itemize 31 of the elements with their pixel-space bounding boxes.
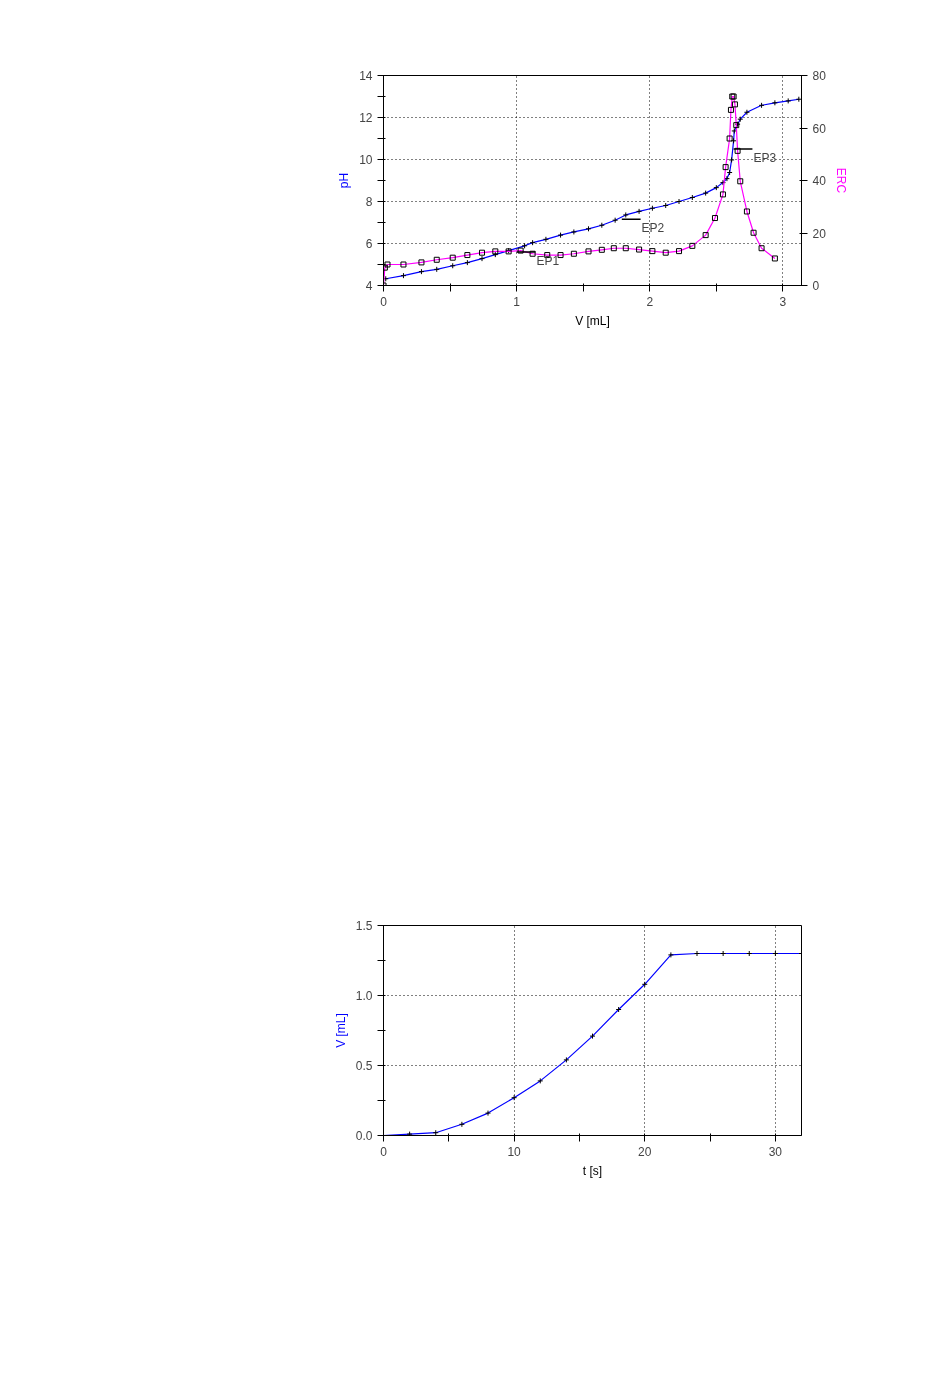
y-tick-label: 8 — [365, 195, 373, 209]
y2-tick-label: 0 — [812, 279, 820, 293]
x-tick-label: 0 — [380, 294, 388, 309]
x-tick-label: 1 — [513, 294, 521, 309]
y-axis-title: V [mL] — [333, 1013, 348, 1048]
y-tick-label: 10 — [359, 153, 373, 167]
x-tick-label: 3 — [779, 294, 787, 309]
x-tick-label: 10 — [507, 1144, 522, 1159]
y-tick-label: 0.5 — [355, 1059, 373, 1073]
annotation: EP2 — [641, 221, 665, 236]
annotation: EP1 — [536, 253, 560, 268]
x-tick-label: 20 — [638, 1144, 652, 1159]
x-axis-title: t [s] — [582, 1163, 603, 1178]
y2-tick-label: 60 — [812, 121, 827, 136]
annotation: EP3 — [753, 151, 777, 165]
y-tick-label: 1.0 — [355, 989, 373, 1003]
y-tick-label: 14 — [359, 69, 373, 83]
y2-tick-label: 40 — [812, 174, 827, 188]
x-tick-label: 0 — [380, 1144, 388, 1159]
x-axis-title: V [mL] — [575, 313, 610, 328]
y2-tick-label: 80 — [812, 69, 827, 83]
y2-tick-label: 20 — [812, 226, 827, 241]
y-tick-label: 6 — [365, 237, 373, 251]
x-tick-label: 30 — [768, 1144, 783, 1159]
y2-axis-title: ERC — [833, 167, 848, 194]
y-tick-label: 12 — [359, 111, 373, 125]
x-tick-label: 2 — [646, 294, 654, 309]
y-axis-title: pH — [337, 172, 352, 189]
y-tick-label: 0.0 — [355, 1129, 373, 1143]
y-tick-label: 1.5 — [355, 919, 373, 933]
y-tick-label: 4 — [365, 279, 373, 293]
